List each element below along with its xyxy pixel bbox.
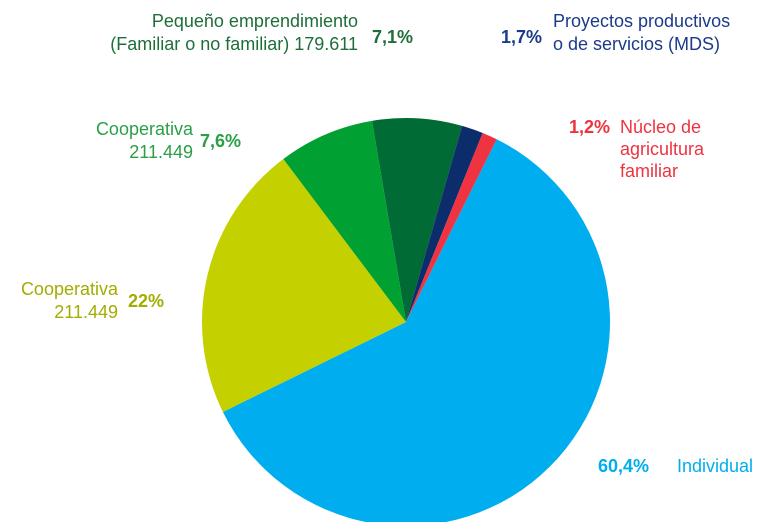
pie-slice [202, 158, 406, 412]
slice-label: 211.449 [129, 142, 193, 162]
pie-slice [406, 125, 483, 322]
pie-slice [371, 117, 463, 322]
value-label: 7,1% [372, 27, 413, 47]
value-label: 60,4% [598, 456, 649, 476]
slice-label: 211.449 [54, 302, 118, 322]
value-label: 7,6% [200, 131, 241, 151]
slice-label: Individual [677, 456, 753, 476]
slice-label: agricultura [620, 139, 705, 159]
slice-label: o de servicios (MDS) [553, 34, 720, 54]
value-label: 1,2% [569, 117, 610, 137]
slice-label: Pequeño emprendimiento [152, 11, 358, 31]
slice-label: Proyectos productivos [553, 11, 730, 31]
pie-slice [222, 139, 610, 522]
slice-label: Cooperativa [96, 119, 194, 139]
slice-label: familiar [620, 161, 678, 181]
slice-label: Cooperativa [21, 279, 119, 299]
pie-slice [283, 120, 406, 322]
value-label: 22% [128, 291, 164, 311]
pie-slice [406, 132, 497, 322]
slice-label: (Familiar o no familiar) 179.611 [110, 34, 358, 54]
value-label: 1,7% [501, 27, 542, 47]
slice-label: Núcleo de [620, 117, 701, 137]
